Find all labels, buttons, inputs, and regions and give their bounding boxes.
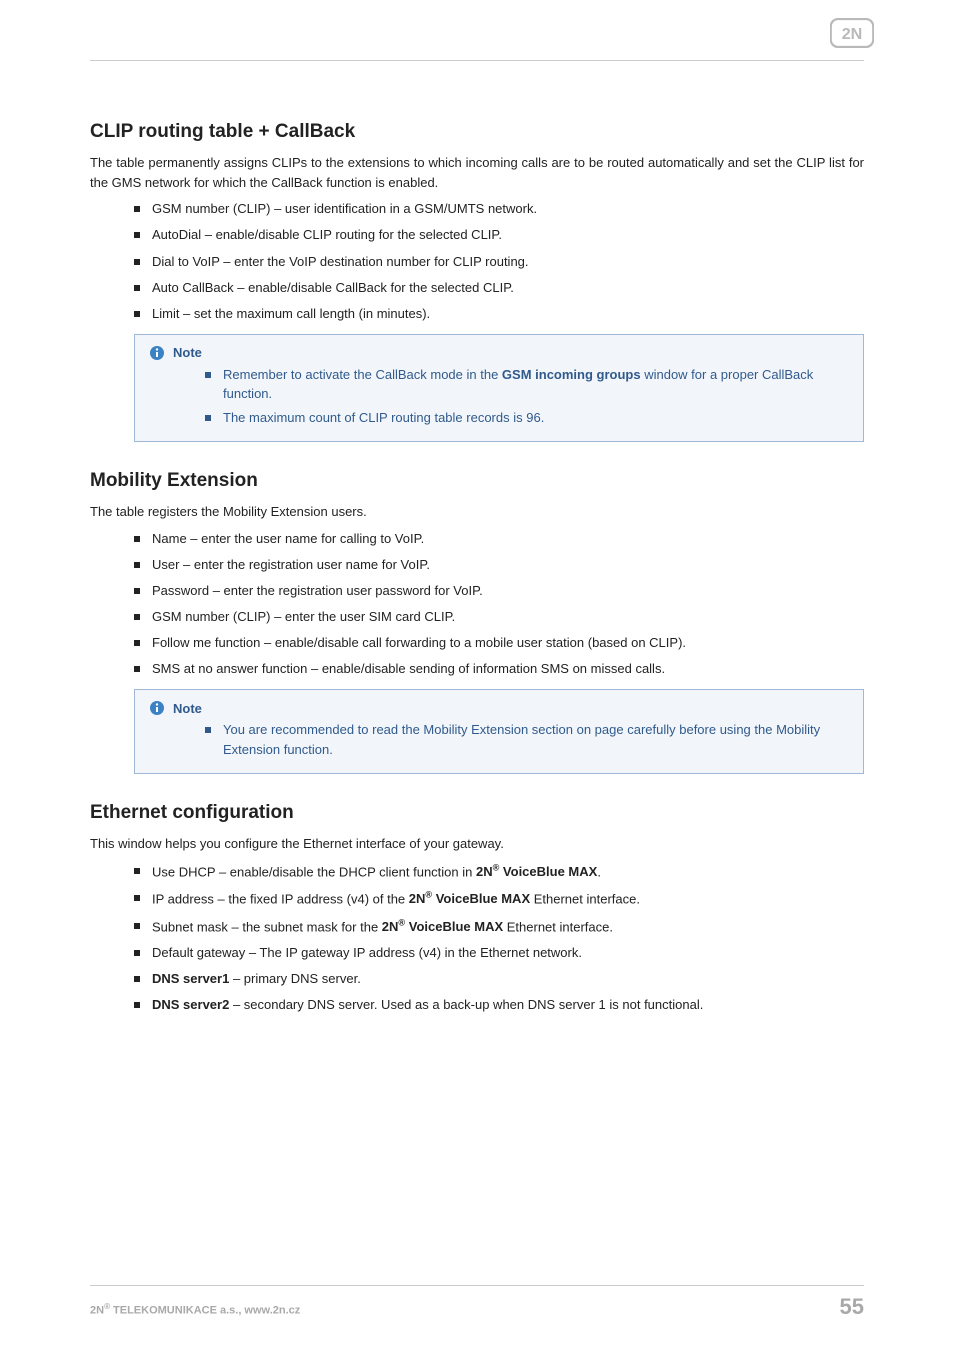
note-label: Note xyxy=(173,345,202,360)
list-item: GSM number (CLIP) – enter the user SIM c… xyxy=(134,607,864,627)
note-item: Remember to activate the CallBack mode i… xyxy=(205,365,849,404)
list-item: Password – enter the registration user p… xyxy=(134,581,864,601)
list-item: User – enter the registration user name … xyxy=(134,555,864,575)
clip-note-box: Note Remember to activate the CallBack m… xyxy=(134,334,864,443)
list-item: AutoDial – enable/disable CLIP routing f… xyxy=(134,225,864,245)
list-item: Subnet mask – the subnet mask for the 2N… xyxy=(134,916,864,937)
list-item: Auto CallBack – enable/disable CallBack … xyxy=(134,278,864,298)
info-icon xyxy=(149,700,165,716)
footer-company: 2N® TELEKOMUNIKACE a.s., www.2n.cz xyxy=(90,1302,300,1317)
list-item: Use DHCP – enable/disable the DHCP clien… xyxy=(134,861,864,882)
mobility-list: Name – enter the user name for calling t… xyxy=(90,529,864,680)
section-title-ethernet: Ethernet configuration xyxy=(90,802,864,824)
clip-intro: The table permanently assigns CLIPs to t… xyxy=(90,153,864,193)
section-title-mobility: Mobility Extension xyxy=(90,470,864,492)
list-item: SMS at no answer function – enable/disab… xyxy=(134,659,864,679)
list-item: Follow me function – enable/disable call… xyxy=(134,633,864,653)
ethernet-intro: This window helps you configure the Ethe… xyxy=(90,834,864,854)
list-item: DNS server1 – primary DNS server. xyxy=(134,969,864,989)
clip-list: GSM number (CLIP) – user identification … xyxy=(90,199,864,324)
mobility-intro: The table registers the Mobility Extensi… xyxy=(90,502,864,522)
page-footer: 2N® TELEKOMUNIKACE a.s., www.2n.cz 55 xyxy=(90,1285,864,1320)
mobility-note-box: Note You are recommended to read the Mob… xyxy=(134,689,864,774)
info-icon xyxy=(149,345,165,361)
note-item: The maximum count of CLIP routing table … xyxy=(205,408,849,428)
list-item: Name – enter the user name for calling t… xyxy=(134,529,864,549)
list-item: Limit – set the maximum call length (in … xyxy=(134,304,864,324)
section-title-clip: CLIP routing table + CallBack xyxy=(90,121,864,143)
brand-logo: 2N xyxy=(830,18,874,53)
footer-rule xyxy=(90,1285,864,1286)
list-item: IP address – the fixed IP address (v4) o… xyxy=(134,888,864,909)
svg-text:2N: 2N xyxy=(842,25,863,43)
note-item: You are recommended to read the Mobility… xyxy=(205,720,849,759)
ethernet-list: Use DHCP – enable/disable the DHCP clien… xyxy=(90,861,864,1016)
header-rule xyxy=(90,60,864,61)
note-label: Note xyxy=(173,701,202,716)
list-item: Dial to VoIP – enter the VoIP destinatio… xyxy=(134,252,864,272)
page-number: 55 xyxy=(840,1294,864,1320)
list-item: DNS server2 – secondary DNS server. Used… xyxy=(134,995,864,1015)
list-item: Default gateway – The IP gateway IP addr… xyxy=(134,943,864,963)
list-item: GSM number (CLIP) – user identification … xyxy=(134,199,864,219)
